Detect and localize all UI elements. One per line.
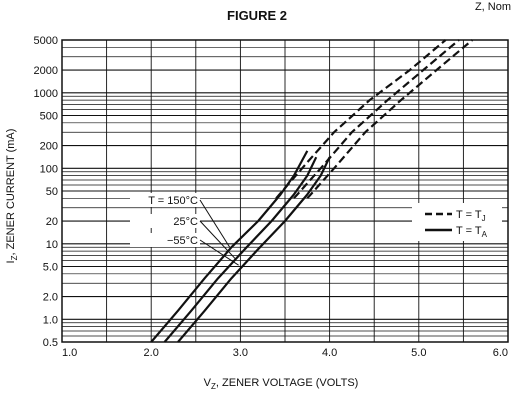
x-tick-label: 4.0	[322, 347, 337, 359]
series-line-dashed-4	[275, 39, 447, 200]
corner-label: Z, Nom	[475, 1, 511, 13]
y-axis-label: IZ, ZENER CURRENT (mA)	[5, 129, 19, 264]
plot-frame	[61, 39, 509, 343]
y-tick-label: 20	[46, 216, 58, 228]
series-layer	[150, 39, 474, 343]
x-tick-labels: 1.0 2.0 3.0 4.0 5.0 6.0	[62, 347, 508, 359]
annotation-background	[130, 214, 200, 228]
annotation-label: −55°C	[167, 235, 198, 247]
y-tick-label: 2.0	[43, 292, 58, 304]
legend-entry-solid: T = TA	[456, 225, 488, 239]
legend-entry-dashed: T = TJ	[456, 209, 486, 223]
grid-lines	[62, 39, 508, 343]
annotation-label: 25°C	[173, 216, 198, 228]
annotation-leader	[199, 199, 231, 248]
x-tick-label: 6.0	[493, 347, 508, 359]
legend: T = TJ T = TA	[412, 203, 502, 241]
series-line-solid-2	[163, 156, 318, 343]
y-tick-label: 50	[46, 186, 58, 198]
series-line-dashed-5	[293, 39, 460, 200]
series-line-dashed-6	[306, 39, 474, 200]
x-tick-label: 3.0	[233, 347, 248, 359]
annotation-label: T = 150°C	[148, 195, 198, 207]
x-tick-label: 5.0	[411, 347, 426, 359]
y-tick-label: 5.0	[43, 262, 58, 274]
y-tick-label: 2000	[34, 65, 58, 77]
x-axis-label: VZ, ZENER VOLTAGE (VOLTS)	[204, 377, 359, 391]
y-tick-label: 1000	[34, 88, 58, 100]
annotation-background	[130, 193, 200, 207]
y-tick-label: 500	[40, 111, 58, 123]
y-tick-labels: 0.5 1.0 2.0 5.0 10 20 50 100 200 500 1000 2000 5000	[34, 35, 58, 349]
annotation-leader	[199, 220, 237, 260]
y-tick-label: 0.5	[43, 337, 58, 349]
x-tick-label: 2.0	[144, 347, 159, 359]
y-tick-label: 10	[46, 239, 58, 251]
y-tick-label: 100	[40, 163, 58, 175]
y-tick-label: 1.0	[43, 314, 58, 326]
y-tick-label: 5000	[34, 35, 58, 47]
annotation-leader	[199, 239, 239, 266]
series-line-solid-3	[177, 156, 331, 343]
y-tick-label: 200	[40, 141, 58, 153]
chart-title: FIGURE 2	[227, 8, 287, 23]
legend-background	[412, 203, 502, 241]
annotation-background	[130, 233, 200, 247]
x-tick-label: 1.0	[62, 347, 77, 359]
annotations: T = 150°C 25°C −55°C	[130, 193, 239, 266]
